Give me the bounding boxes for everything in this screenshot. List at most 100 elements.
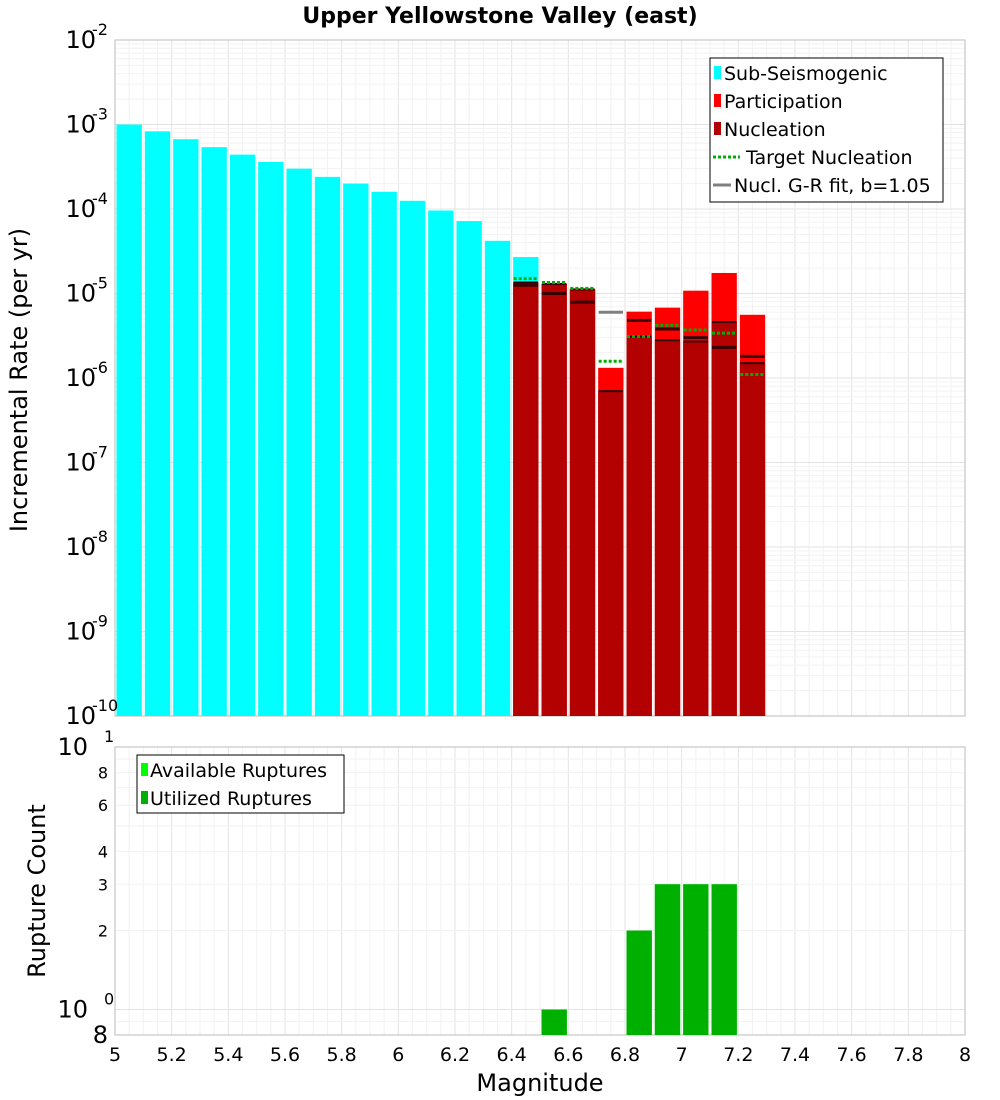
bottom-legend: Available Ruptures Utilized Ruptures <box>136 754 345 814</box>
top-plot-frame <box>114 39 966 717</box>
bar-sub-seismogenic <box>428 210 454 716</box>
x-tick-label: 8 <box>959 1044 971 1066</box>
bar-sub-seismogenic <box>343 183 369 716</box>
x-tick-label: 6.2 <box>440 1044 470 1066</box>
bar-utilized-ruptures <box>541 1009 567 1035</box>
y-tick-label: 10-6 <box>65 358 108 392</box>
legend-label-participation: Participation <box>724 91 843 113</box>
y-tick-base: 10 <box>65 364 96 392</box>
x-tick-label: 5.4 <box>213 1044 243 1066</box>
y-tick-exponent: -10 <box>92 696 118 715</box>
y-tick-base: 10 <box>65 702 96 730</box>
y-tick-base: 10 <box>57 733 88 761</box>
y-minor-tick-label: 8 <box>98 763 108 782</box>
x-tick-label: 5.8 <box>327 1044 357 1066</box>
legend-swatch-nucleation <box>714 122 721 135</box>
x-tick-label: 6 <box>392 1044 404 1066</box>
y-minor-tick-label: 8 <box>93 1021 108 1049</box>
legend-label-available-ruptures: Available Ruptures <box>150 760 327 782</box>
bar-nucleation <box>513 282 539 716</box>
bar-nucleation <box>569 289 596 716</box>
bar-utilized-ruptures <box>711 884 737 1035</box>
legend-label-sub-seismogenic: Sub-Seismogenic <box>724 63 888 85</box>
bar-nucleation <box>598 391 624 716</box>
y-tick-base: 10 <box>57 996 88 1024</box>
top-y-axis-label: Incremental Rate (per yr) <box>5 228 33 532</box>
bar-nucleation <box>739 363 766 716</box>
bar-nucleation <box>626 336 652 716</box>
bar-sub-seismogenic <box>173 139 199 717</box>
legend-label-gr-fit: Nucl. G-R fit, b=1.05 <box>734 175 931 197</box>
y-minor-tick-label: 2 <box>98 922 108 941</box>
bar-nucleation <box>654 340 681 716</box>
legend-swatch-available-ruptures <box>141 763 148 776</box>
bar-utilized-ruptures <box>626 930 652 1035</box>
y-minor-tick-label: 6 <box>98 796 108 815</box>
bar-sub-seismogenic <box>399 200 426 717</box>
x-tick-label: 5 <box>109 1044 121 1066</box>
y-tick-exponent: -5 <box>92 274 108 293</box>
top-lines <box>513 277 765 393</box>
y-tick-base: 10 <box>65 618 96 646</box>
y-tick-exponent: -9 <box>92 612 108 631</box>
top-legend: Sub-Seismogenic Participation Nucleation… <box>709 57 944 203</box>
legend-label-utilized-ruptures: Utilized Ruptures <box>150 788 312 810</box>
y-tick-label: 10-8 <box>65 527 108 561</box>
chart-title: Upper Yellowstone Valley (east) <box>302 4 697 29</box>
bottom-legend-box <box>136 754 345 814</box>
bar-nucleation <box>683 341 709 716</box>
bottom-y-ticks: 10 0 10 1 8 2 3 4 6 8 <box>57 727 114 1049</box>
bar-sub-seismogenic <box>286 168 312 717</box>
bar-sub-seismogenic <box>229 154 256 717</box>
y-tick-exponent: -3 <box>92 105 108 124</box>
bar-sub-seismogenic <box>456 221 482 716</box>
y-tick-exponent: 1 <box>104 727 114 746</box>
y-tick-label: 10 0 <box>57 990 114 1024</box>
y-tick-label: 10 1 <box>57 727 114 761</box>
legend-label-nucleation: Nucleation <box>724 119 826 141</box>
x-tick-label: 6.8 <box>610 1044 640 1066</box>
y-tick-exponent: -6 <box>92 358 108 377</box>
x-tick-label: 7.8 <box>893 1044 923 1066</box>
bar-nucleation <box>711 321 737 716</box>
y-tick-base: 10 <box>65 280 96 308</box>
legend-swatch-sub-seismogenic <box>714 66 721 79</box>
y-tick-label: 10-3 <box>65 105 108 139</box>
bottom-bars <box>541 884 737 1035</box>
y-tick-exponent: -8 <box>92 527 108 546</box>
bar-sub-seismogenic <box>201 147 227 716</box>
top-bars <box>116 124 766 717</box>
bar-utilized-ruptures <box>683 884 709 1035</box>
x-tick-label: 5.2 <box>157 1044 187 1066</box>
x-tick-label: 7.4 <box>780 1044 810 1066</box>
y-minor-tick-label: 4 <box>98 842 108 861</box>
y-tick-exponent: -4 <box>92 189 108 208</box>
bar-nucleation <box>541 283 567 716</box>
y-tick-exponent: 0 <box>104 990 114 1009</box>
bar-sub-seismogenic <box>484 240 511 716</box>
y-tick-label: 10-2 <box>65 20 108 54</box>
legend-swatch-participation <box>714 94 721 107</box>
y-tick-label: 10-5 <box>65 274 108 308</box>
x-tick-label: 6.6 <box>553 1044 583 1066</box>
x-tick-label: 7 <box>676 1044 688 1066</box>
bottom-plot-frame <box>114 746 966 1036</box>
bottom-y-axis-label: Rupture Count <box>23 804 51 978</box>
y-tick-label: 10-7 <box>65 443 108 477</box>
bar-sub-seismogenic <box>258 161 284 716</box>
bar-sub-seismogenic <box>144 131 171 717</box>
y-tick-label: 10-4 <box>65 189 108 223</box>
y-tick-label: 10-9 <box>65 612 108 646</box>
x-axis-label: Magnitude <box>476 1069 603 1097</box>
x-tick-label: 7.6 <box>837 1044 867 1066</box>
y-tick-label: 10-10 <box>65 696 118 730</box>
x-tick-label: 6.4 <box>497 1044 527 1066</box>
y-tick-base: 10 <box>65 111 96 139</box>
legend-swatch-utilized-ruptures <box>141 791 148 804</box>
top-legend-box <box>709 57 944 203</box>
bar-utilized-ruptures <box>654 884 681 1035</box>
y-tick-exponent: -2 <box>92 20 108 39</box>
x-tick-label: 5.6 <box>270 1044 300 1066</box>
